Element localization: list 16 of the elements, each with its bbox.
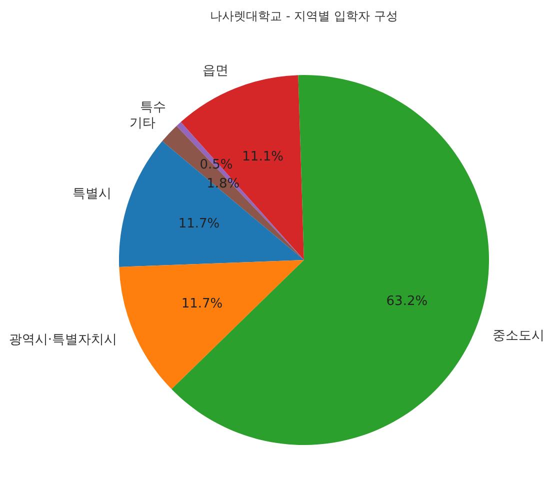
pie-slice [172, 75, 489, 445]
slice-label: 특별시 [72, 186, 112, 202]
slice-label: 기타 [130, 116, 156, 132]
data-label: 63.2% [386, 294, 428, 310]
data-label: 11.7% [178, 216, 220, 232]
slice-label: 광역시·특별자치시 [8, 332, 117, 348]
pie-slice [180, 75, 304, 260]
slice-label: 읍면 [202, 64, 228, 79]
data-label: 0.5% [200, 157, 233, 172]
pie-slice [119, 141, 304, 267]
data-label: 11.7% [181, 296, 223, 312]
slice-label: 중소도시 [492, 328, 545, 344]
pie-slice [119, 260, 304, 390]
data-label: 11.1% [242, 149, 284, 164]
chart-title: 나사렛대학교 - 지역별 입학자 구성 [210, 9, 398, 23]
slice-label: 특수 [140, 100, 166, 116]
